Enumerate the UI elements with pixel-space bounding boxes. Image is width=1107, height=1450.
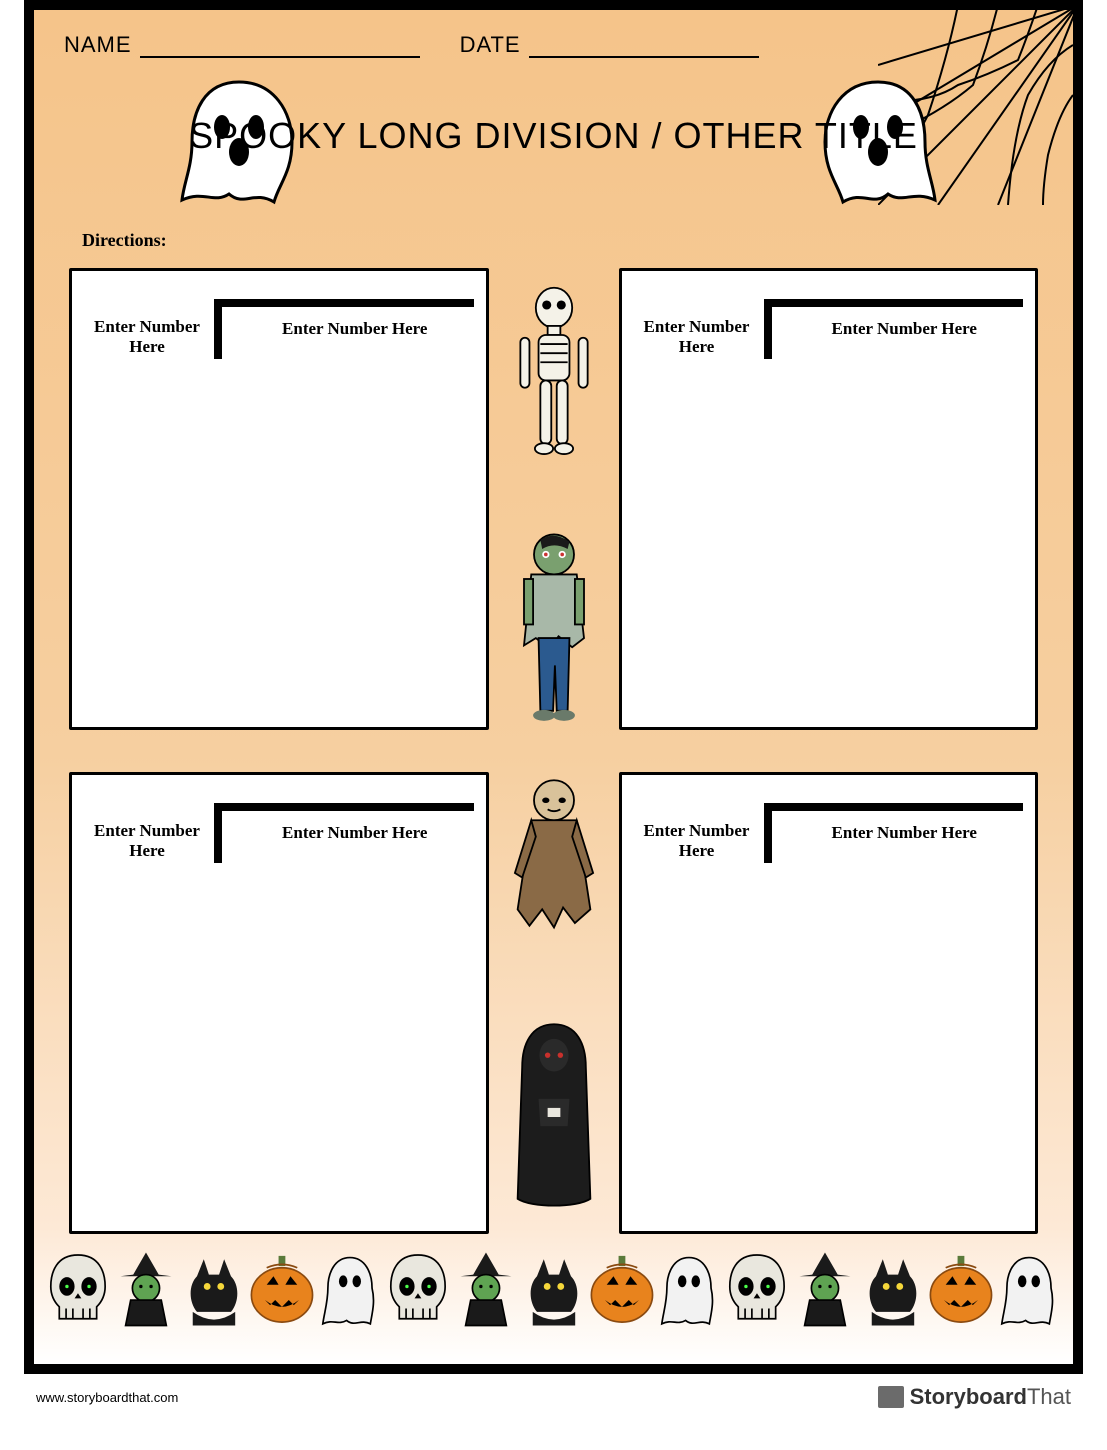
directions-label: Directions: <box>82 230 167 251</box>
header-row: NAME DATE <box>64 32 1043 58</box>
date-line[interactable] <box>529 38 759 58</box>
name-field: NAME <box>64 32 420 58</box>
dividend-2[interactable]: Enter Number Here <box>764 299 1024 359</box>
pumpkin-icon <box>588 1244 656 1334</box>
problem-box-1: Enter Number Here Enter Number Here <box>69 268 489 730</box>
dividend-1[interactable]: Enter Number Here <box>214 299 474 359</box>
brand-prefix: Storyboard <box>910 1384 1027 1409</box>
name-label: NAME <box>64 32 132 58</box>
ghost-icon <box>316 1244 384 1334</box>
footer-icon-strip <box>34 1244 1073 1334</box>
witch-icon <box>791 1244 859 1334</box>
scarecrow-icon <box>499 773 609 973</box>
witch-icon <box>112 1244 180 1334</box>
zombie-icon <box>499 529 609 729</box>
problem-grid: Enter Number Here Enter Number Here <box>69 268 1038 1234</box>
pumpkin-icon <box>927 1244 995 1334</box>
divisor-3[interactable]: Enter Number Here <box>84 803 214 861</box>
pumpkin-icon <box>248 1244 316 1334</box>
skull-icon <box>723 1244 791 1334</box>
dividend-3[interactable]: Enter Number Here <box>214 803 474 863</box>
divisor-2[interactable]: Enter Number Here <box>634 299 764 357</box>
page-title: SPOOKY LONG DIVISION / OTHER TITLE <box>34 115 1073 157</box>
problem-box-2: Enter Number Here Enter Number Here <box>619 268 1039 730</box>
skeleton-icon <box>499 285 609 485</box>
name-line[interactable] <box>140 38 420 58</box>
character-column <box>489 268 619 1234</box>
problem-box-4: Enter Number Here Enter Number Here <box>619 772 1039 1234</box>
bottom-bar: www.storyboardthat.com StoryboardThat <box>24 1374 1083 1434</box>
cat-icon <box>180 1244 248 1334</box>
brand-suffix: That <box>1027 1384 1071 1409</box>
source-url: www.storyboardthat.com <box>36 1390 178 1405</box>
cat-icon <box>859 1244 927 1334</box>
worksheet-page: NAME DATE SPOOKY LONG DIVISION / OTHER T… <box>24 0 1083 1374</box>
divisor-4[interactable]: Enter Number Here <box>634 803 764 861</box>
ghost-icon <box>995 1244 1063 1334</box>
grim-reaper-icon <box>499 1017 609 1217</box>
date-field: DATE <box>460 32 759 58</box>
skull-icon <box>384 1244 452 1334</box>
brand-icon <box>878 1386 904 1408</box>
brand-logo: StoryboardThat <box>878 1384 1071 1410</box>
skull-icon <box>44 1244 112 1334</box>
date-label: DATE <box>460 32 521 58</box>
ghost-icon <box>655 1244 723 1334</box>
witch-icon <box>452 1244 520 1334</box>
cat-icon <box>520 1244 588 1334</box>
divisor-1[interactable]: Enter Number Here <box>84 299 214 357</box>
dividend-4[interactable]: Enter Number Here <box>764 803 1024 863</box>
problem-box-3: Enter Number Here Enter Number Here <box>69 772 489 1234</box>
